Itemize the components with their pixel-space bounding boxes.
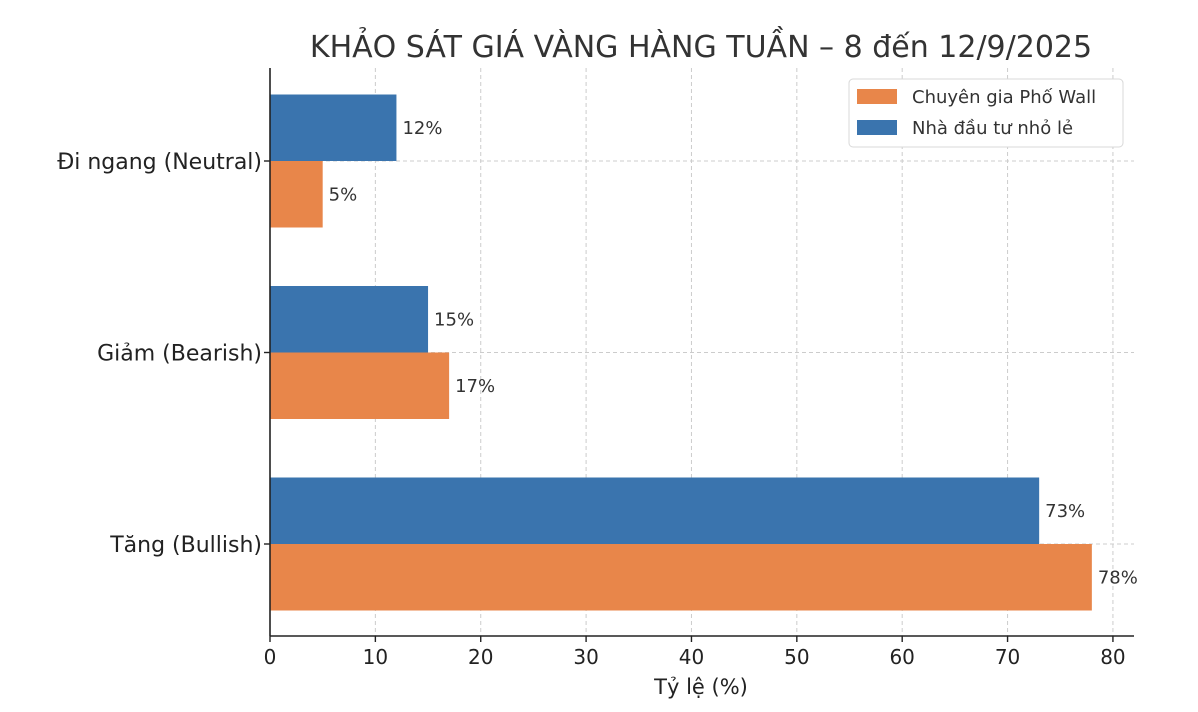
- tick-layer: 0 10 20 30 40 50 60 70 80 Tăng (Bullish) Giảm (Bea…: [57, 150, 1125, 669]
- bar-wall-street: [270, 352, 450, 419]
- legend-label-retail: Nhà đầu tư nhỏ lẻ: [912, 118, 1073, 139]
- legend-label-wall-street: Chuyên gia Phố Wall: [912, 87, 1096, 108]
- bar-retail: [270, 94, 397, 161]
- data-label: 17%: [455, 376, 495, 397]
- data-label: 78%: [1098, 567, 1138, 588]
- x-tick-label: 20: [468, 645, 493, 669]
- x-tick-label: 0: [264, 645, 277, 669]
- bar-retail: [270, 286, 429, 353]
- x-tick-label: 40: [679, 645, 704, 669]
- bar-retail: [270, 477, 1040, 544]
- x-tick-label: 80: [1100, 645, 1125, 669]
- legend-swatch-retail: [857, 120, 897, 135]
- legend-box: [848, 78, 1124, 148]
- bar-wall-street: [270, 544, 1092, 611]
- legend: Chuyên gia Phố Wall Nhà đầu tư nhỏ lẻ: [848, 78, 1124, 148]
- category-label: Tăng (Bullish): [109, 533, 262, 558]
- x-tick-label: 60: [889, 645, 914, 669]
- data-label: 73%: [1045, 501, 1085, 522]
- x-tick-label: 10: [363, 645, 388, 669]
- data-label: 5%: [329, 184, 358, 205]
- data-label: 15%: [434, 309, 474, 330]
- x-tick-label: 50: [784, 645, 809, 669]
- bar-layer: [270, 94, 1092, 611]
- category-label: Đi ngang (Neutral): [57, 150, 262, 175]
- x-axis-title: Tỷ lệ (%): [653, 675, 748, 699]
- x-tick-label: 30: [573, 645, 598, 669]
- legend-swatch-wall-street: [857, 89, 897, 104]
- data-label: 12%: [402, 118, 442, 139]
- category-label: Giảm (Bearish): [97, 342, 262, 367]
- bar-wall-street: [270, 161, 323, 228]
- label-layer: 78% 73% 17% 15% 5% 12%: [329, 118, 1138, 589]
- chart-title: KHẢO SÁT GIÁ VÀNG HÀNG TUẦN – 8 đến 12/9…: [310, 26, 1092, 65]
- x-tick-label: 70: [995, 645, 1020, 669]
